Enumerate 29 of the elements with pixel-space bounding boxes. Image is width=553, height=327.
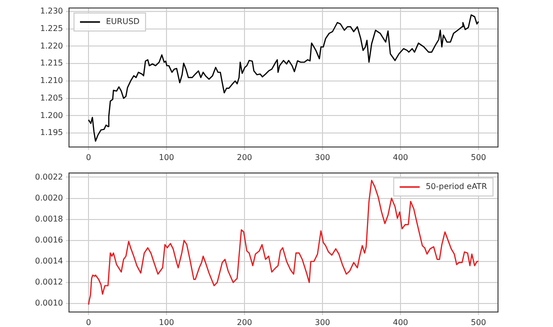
x-tick-label: 100 xyxy=(158,318,174,327)
y-tick-label: 1.215 xyxy=(40,58,63,68)
y-tick-label: 0.0016 xyxy=(35,235,63,244)
y-tick-label: 1.195 xyxy=(40,128,63,138)
y-tick-label: 1.205 xyxy=(40,93,63,102)
y-tick-label: 0.0012 xyxy=(35,278,63,287)
x-tick-label: 100 xyxy=(158,152,174,162)
x-tick-label: 300 xyxy=(314,318,330,327)
x-tick-label: 400 xyxy=(392,152,408,162)
x-tick-label: 200 xyxy=(236,318,252,327)
x-tick-label: 400 xyxy=(392,318,408,327)
x-tick-label: 0 xyxy=(86,152,92,162)
y-tick-label: 1.210 xyxy=(40,76,63,86)
x-tick-label: 500 xyxy=(470,318,486,327)
y-tick-label: 0.0010 xyxy=(35,298,63,308)
y-tick-label: 1.230 xyxy=(40,6,63,16)
x-tick-label: 200 xyxy=(236,152,252,162)
x-tick-label: 500 xyxy=(470,152,486,162)
y-tick-label: 1.225 xyxy=(40,24,63,33)
x-tick-label: 0 xyxy=(86,318,92,327)
y-tick-label: 1.220 xyxy=(40,41,63,50)
legend-label: EURUSD xyxy=(106,17,140,26)
legend-label: 50-period eATR xyxy=(426,182,488,192)
y-tick-label: 0.0014 xyxy=(35,256,63,266)
y-tick-label: 0.0018 xyxy=(35,214,63,224)
y-tick-label: 0.0022 xyxy=(35,172,63,182)
x-tick-label: 300 xyxy=(314,152,330,162)
y-tick-label: 1.200 xyxy=(40,110,63,120)
y-tick-label: 0.0020 xyxy=(35,193,63,202)
